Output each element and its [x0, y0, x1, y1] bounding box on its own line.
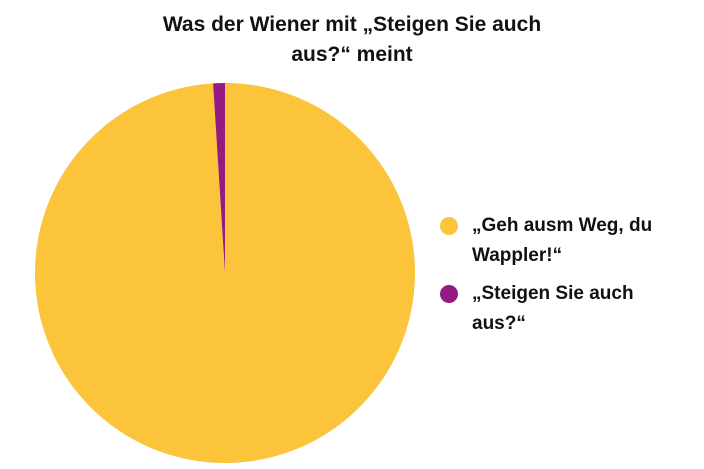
- pie-slice: [213, 83, 225, 273]
- legend-marker: [440, 217, 458, 235]
- chart-title: Was der Wiener mit „Steigen Sie auch aus…: [162, 13, 542, 66]
- legend-label: „Steigen Sie auch aus?“: [472, 283, 634, 334]
- pie-slice: [35, 83, 416, 464]
- legend-item: „Steigen Sie auch aus?“: [440, 279, 662, 339]
- legend-label: „Geh ausm Weg, du Wappler!“: [472, 215, 653, 266]
- legend-marker: [440, 285, 458, 303]
- legend-item: „Geh ausm Weg, du Wappler!“: [440, 211, 662, 271]
